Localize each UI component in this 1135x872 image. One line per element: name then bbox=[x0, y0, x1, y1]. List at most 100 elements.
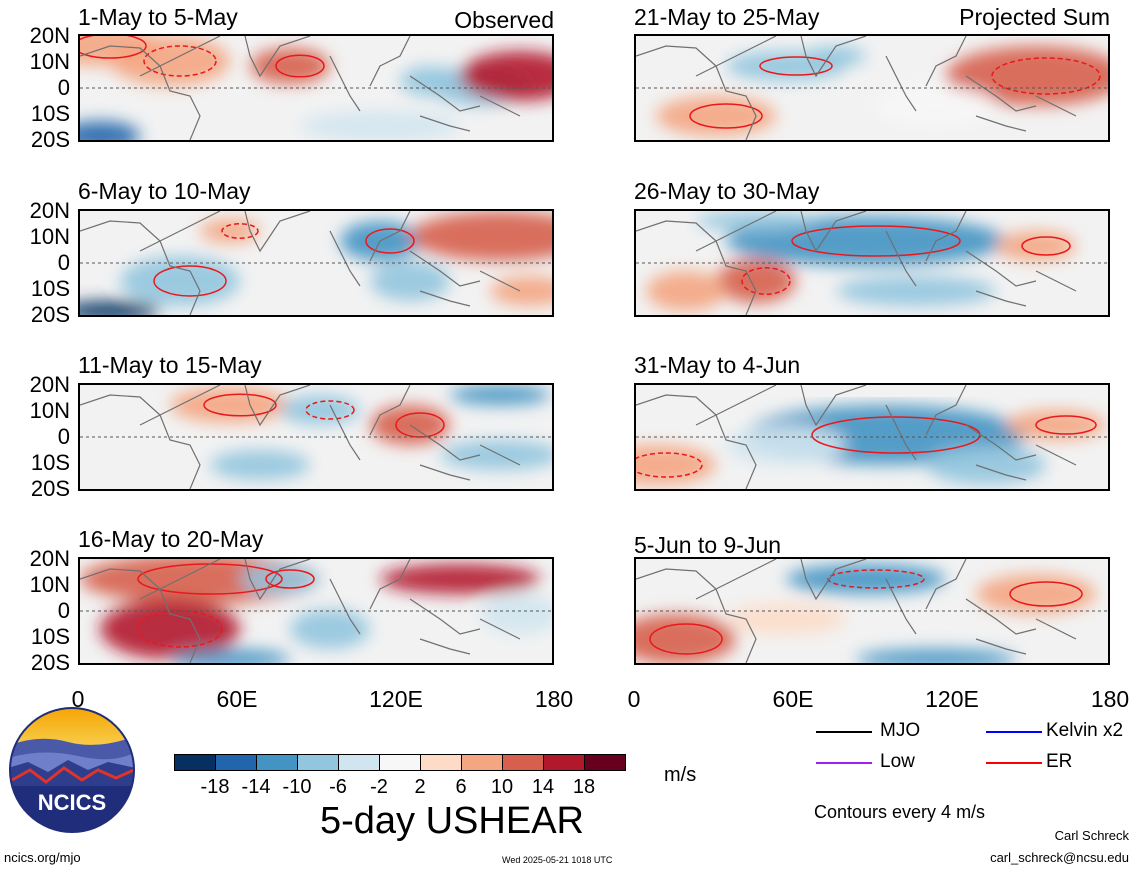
lon-label-60e-left: 60E bbox=[216, 686, 258, 712]
shear-anomaly-blob bbox=[856, 649, 1016, 663]
lat-label: 10N bbox=[29, 49, 70, 74]
lon-label-0-left: 0 bbox=[71, 686, 85, 712]
map-field-3 bbox=[80, 385, 552, 489]
colorbar-tick-label: 18 bbox=[572, 776, 596, 798]
lon-label-120e-left: 120E bbox=[369, 686, 423, 712]
er-contour bbox=[153, 265, 227, 297]
shear-anomaly-blob bbox=[726, 216, 1006, 266]
lon-label-60e-right: 60E bbox=[772, 686, 814, 712]
er-contour bbox=[636, 452, 703, 478]
shear-anomaly-blob bbox=[210, 450, 310, 480]
lat-label: 20N bbox=[29, 372, 70, 397]
map-field-4 bbox=[80, 559, 552, 663]
shear-anomaly-blob bbox=[120, 256, 240, 306]
lat-label: 10S bbox=[30, 101, 70, 126]
map-panel-4 bbox=[78, 557, 554, 665]
colorbar-swatch bbox=[543, 754, 585, 771]
colorbar-swatch bbox=[502, 754, 544, 771]
colorbar-swatch bbox=[215, 754, 257, 771]
colorbar-swatch bbox=[297, 754, 339, 771]
colorbar-swatch bbox=[420, 754, 462, 771]
shear-anomaly-blob bbox=[806, 46, 866, 66]
er-contour bbox=[305, 400, 355, 420]
lat-label: 20N bbox=[29, 198, 70, 223]
map-field-2 bbox=[80, 211, 552, 315]
site-link[interactable]: ncics.org/mjo bbox=[4, 850, 81, 865]
lon-label-0-right: 0 bbox=[627, 686, 641, 712]
er-contour bbox=[203, 393, 277, 417]
lat-label: 10N bbox=[29, 572, 70, 597]
shear-anomaly-blob bbox=[836, 276, 996, 306]
units-label: m/s bbox=[664, 764, 697, 786]
lat-label: 0 bbox=[57, 75, 70, 100]
colorbar-swatch bbox=[584, 754, 626, 771]
er-contour bbox=[1035, 415, 1097, 435]
author-name: Carl Schreck bbox=[1054, 828, 1129, 843]
panel-title-2: 6-May to 10-May bbox=[78, 178, 251, 204]
map-field-1 bbox=[80, 36, 552, 140]
lat-label: 20S bbox=[30, 127, 70, 152]
author-email: carl_schreck@ncsu.edu bbox=[990, 850, 1129, 865]
colorbar-swatch bbox=[461, 754, 503, 771]
map-field-8 bbox=[636, 559, 1108, 663]
legend-label-er: ER bbox=[1046, 751, 1073, 772]
shear-anomaly-blob bbox=[290, 609, 370, 649]
er-contour bbox=[221, 223, 259, 239]
lon-label-180-right: 180 bbox=[1090, 686, 1130, 712]
lat-label: 0 bbox=[57, 250, 70, 275]
shear-anomaly-blob bbox=[876, 86, 996, 126]
panel-title-7: 31-May to 4-Jun bbox=[634, 352, 801, 378]
er-contour bbox=[1021, 236, 1071, 256]
shear-anomaly-blob bbox=[946, 46, 1108, 106]
shear-anomaly-blob bbox=[80, 121, 140, 140]
colorbar-tick-label: -6 bbox=[329, 776, 347, 798]
er-contour bbox=[275, 54, 325, 78]
shear-anomaly-blob bbox=[280, 395, 360, 425]
shear-anomaly-blob bbox=[480, 594, 552, 634]
lat-label: 0 bbox=[57, 598, 70, 623]
er-contour bbox=[395, 412, 445, 438]
colorbar-tick-label: 10 bbox=[490, 776, 514, 798]
legend-line-er bbox=[986, 762, 1042, 764]
shear-anomaly-blob bbox=[80, 301, 160, 315]
panel-tag-projected: Projected Sum bbox=[959, 4, 1110, 30]
timestamp: Wed 2025-05-21 1018 UTC bbox=[502, 855, 613, 865]
shear-anomaly-blob bbox=[636, 614, 736, 663]
map-panel-1 bbox=[78, 34, 554, 142]
map-panel-3 bbox=[78, 383, 554, 491]
lat-label: 20N bbox=[29, 23, 70, 48]
colorbar-tick-label: -2 bbox=[370, 776, 388, 798]
panel-title-3: 11-May to 15-May bbox=[78, 352, 262, 378]
er-contour bbox=[143, 45, 217, 77]
legend-label-mjo: MJO bbox=[880, 720, 921, 741]
shear-anomaly-blob bbox=[300, 111, 460, 140]
colorbar-swatch bbox=[338, 754, 380, 771]
er-contour bbox=[137, 610, 223, 648]
legend-line-mjo bbox=[816, 731, 872, 733]
map-field-6 bbox=[636, 211, 1108, 315]
er-contour bbox=[791, 225, 961, 257]
panel-title-8: 5-Jun to 9-Jun bbox=[634, 532, 782, 558]
lat-label: 0 bbox=[57, 424, 70, 449]
panel-title-1: 1-May to 5-May bbox=[78, 4, 238, 30]
lat-label: 20S bbox=[30, 476, 70, 501]
logo-wordmark: NCICS bbox=[38, 790, 106, 815]
shear-anomaly-blob bbox=[450, 385, 550, 405]
er-contour bbox=[741, 267, 791, 295]
map-panel-5 bbox=[634, 34, 1110, 142]
lat-label: 10N bbox=[29, 224, 70, 249]
map-field-5 bbox=[636, 36, 1108, 140]
panel-tag-observed: Observed bbox=[454, 7, 554, 33]
map-panel-8 bbox=[634, 557, 1110, 665]
colorbar-tick-label: -18 bbox=[200, 776, 230, 798]
er-contour bbox=[265, 569, 315, 589]
lat-label: 10S bbox=[30, 276, 70, 301]
colorbar-tick-label: 14 bbox=[531, 776, 555, 798]
panel-title-6: 26-May to 30-May bbox=[634, 178, 820, 204]
er-contour bbox=[1009, 581, 1083, 607]
colorbar-swatch bbox=[174, 754, 216, 771]
shear-anomaly-blob bbox=[636, 445, 716, 485]
ncics-logo: NCICS bbox=[9, 707, 135, 833]
er-contour bbox=[759, 56, 833, 76]
shear-anomaly-blob bbox=[926, 445, 1046, 485]
